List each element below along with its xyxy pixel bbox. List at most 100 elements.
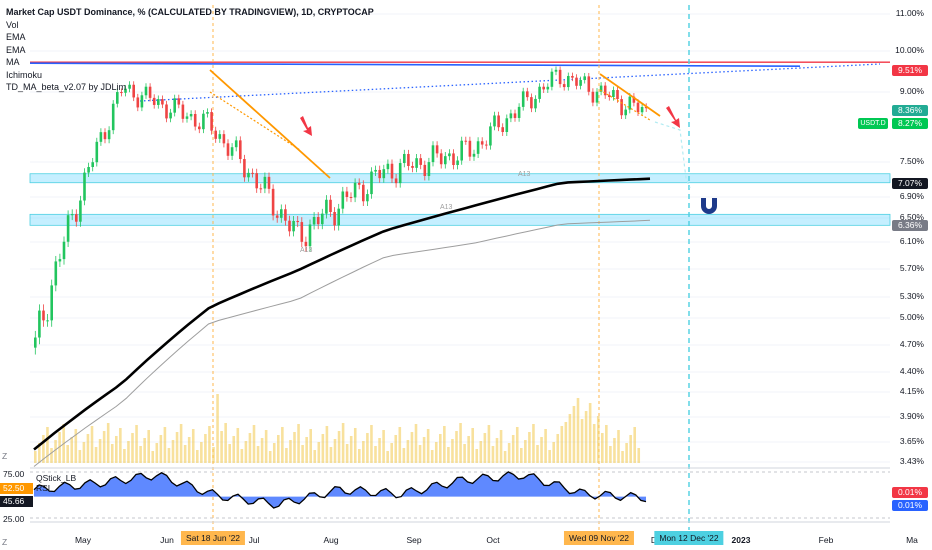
oscillator-qstick-label[interactable]: QStick_LB <box>36 473 77 483</box>
volume-bar <box>293 432 296 463</box>
volume-bar <box>406 440 410 463</box>
time-tick: Jul <box>248 535 260 545</box>
dotted-trendline <box>139 63 881 102</box>
ichimoku-label: A13 <box>440 204 453 211</box>
ichimoku-label: A13 <box>518 171 531 178</box>
volume-bar <box>358 449 361 463</box>
magnet-icon[interactable] <box>696 194 722 218</box>
volume-bar <box>216 394 219 463</box>
candle-body <box>251 172 254 174</box>
candle-body <box>210 112 213 131</box>
volume-bar <box>463 444 466 463</box>
volume-bar <box>637 448 641 463</box>
time-tick: Jun <box>160 535 174 545</box>
volume-bar <box>38 443 41 463</box>
volume-bar <box>127 441 130 463</box>
oscillator-badge-lower: 45.66 <box>0 496 33 507</box>
candle-body <box>411 165 414 168</box>
volume-bar <box>167 448 171 463</box>
volume-bar <box>155 443 159 463</box>
candle-body <box>83 172 86 201</box>
candle-body <box>521 91 525 107</box>
volume-bar <box>414 424 418 463</box>
candle-body <box>280 209 283 218</box>
volume-bar <box>430 450 434 463</box>
volume-bar <box>220 431 223 463</box>
oscillator-rsi-label[interactable]: RSI <box>36 483 51 493</box>
volume-bar <box>536 445 539 463</box>
volume-bar <box>337 431 341 463</box>
volume-bar <box>228 444 231 463</box>
candle-body <box>468 140 472 157</box>
volume-bar <box>568 414 572 463</box>
volume-bar <box>46 427 49 463</box>
volume-bar <box>491 446 495 463</box>
candle-body <box>103 132 107 140</box>
volume-bar <box>520 448 523 463</box>
indicator-ema-1[interactable]: EMA <box>6 32 26 42</box>
indicator-ichimoku[interactable]: Ichimoku <box>6 69 43 80</box>
volume-bar <box>272 443 276 463</box>
candle-body <box>288 220 291 232</box>
candle-body <box>370 171 373 195</box>
candle-body <box>608 95 611 97</box>
price-tick: 3.65% <box>899 436 924 446</box>
indicator-ma[interactable]: MA <box>6 57 20 67</box>
volume-bar <box>576 398 580 463</box>
candle-body <box>54 261 58 286</box>
candle-body <box>530 97 533 109</box>
volume-bar <box>78 450 82 463</box>
candle-body <box>612 90 615 97</box>
candle-body <box>419 158 422 165</box>
price-tick: 4.70% <box>899 339 924 349</box>
indicator-ema-2[interactable]: EMA <box>6 44 26 55</box>
volume-bar <box>345 444 349 463</box>
candle-body <box>111 103 115 131</box>
candle-body <box>632 96 636 103</box>
candle-body <box>136 97 140 108</box>
time-tick: 2023 <box>731 535 751 545</box>
volume-bar <box>479 441 483 463</box>
volume-bar <box>439 434 442 463</box>
volume-bar <box>256 446 260 463</box>
candle-body <box>165 104 168 119</box>
candle-body <box>62 241 66 260</box>
price-tick: 4.15% <box>899 386 924 396</box>
volume-bar <box>451 439 454 463</box>
candle-body <box>124 88 127 93</box>
indicator-td-ma[interactable]: TD_MA_beta_v2.07 by JDLim <box>6 82 127 92</box>
indicator-vol[interactable]: Vol <box>6 19 19 30</box>
candle-body <box>378 169 381 179</box>
candle-body <box>337 208 340 226</box>
candle-body <box>435 145 439 154</box>
volume-bar <box>370 425 373 463</box>
candle-body <box>448 153 451 157</box>
candle-body <box>79 200 82 222</box>
volume-bar <box>349 436 353 463</box>
volume-bar <box>260 438 264 463</box>
candle-body <box>542 86 545 90</box>
candle-body <box>640 107 644 113</box>
symbol-tag: USDT.D <box>858 118 888 129</box>
volume-bar <box>556 434 560 463</box>
volume-bar <box>163 427 167 463</box>
candle-body <box>554 69 558 72</box>
price-tick: 5.70% <box>899 263 924 273</box>
candle-body <box>300 222 304 242</box>
volume-bar <box>394 435 398 463</box>
chart-legend: Market Cap USDT Dominance, % (CALCULATED… <box>6 6 374 94</box>
candle-body <box>325 199 328 214</box>
candle-body <box>193 113 197 127</box>
volume-bar <box>248 433 252 463</box>
volume-bar <box>115 436 118 463</box>
candle-body <box>599 85 603 92</box>
candle-body <box>427 162 431 176</box>
candle-body <box>267 176 271 189</box>
price-tick: 4.40% <box>899 366 924 376</box>
volume-bar <box>54 440 57 463</box>
oscillator-tick-25: 25.00 <box>3 514 25 524</box>
candle-body <box>464 140 468 142</box>
volume-bar <box>390 443 393 463</box>
candle-body <box>259 188 263 190</box>
